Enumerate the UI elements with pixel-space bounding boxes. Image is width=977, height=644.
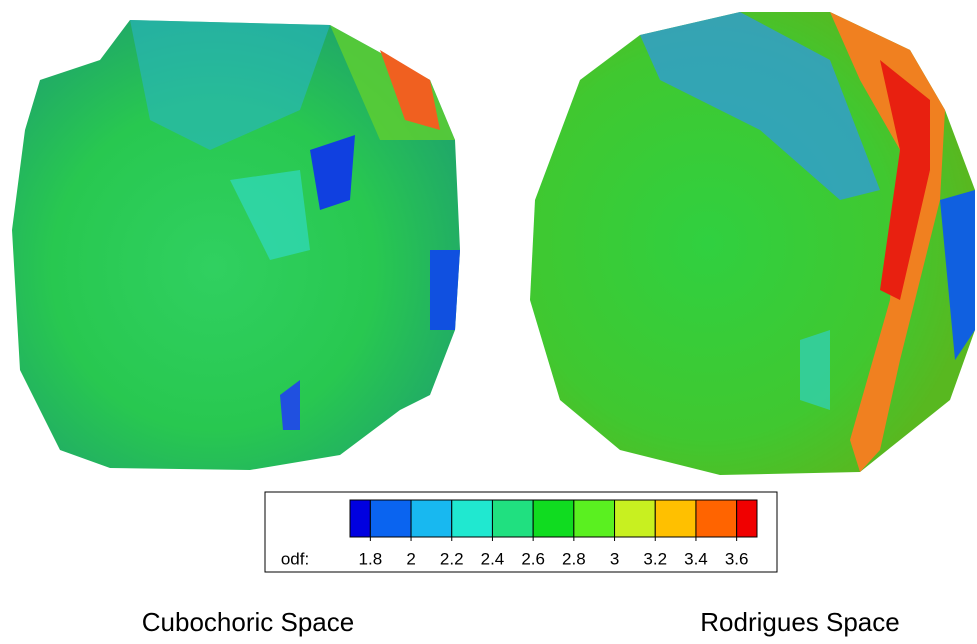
caption: Rodrigues Space — [700, 607, 899, 637]
color-swatch — [411, 500, 452, 537]
color-swatch — [492, 500, 533, 537]
rodrigues-render — [530, 12, 975, 475]
cubochoric-render — [12, 20, 460, 470]
color-swatch — [370, 500, 411, 537]
tick-label: 2.8 — [562, 549, 586, 568]
color-swatch — [615, 500, 656, 537]
color-swatch — [655, 500, 696, 537]
tick-label: 2.6 — [521, 549, 545, 568]
color-swatch — [574, 500, 615, 537]
tick-label: 3.4 — [684, 549, 708, 568]
color-swatch — [452, 500, 493, 537]
tick-label: 2 — [406, 549, 415, 568]
color-swatch — [533, 500, 574, 537]
colorbar-label: odf: — [281, 549, 309, 568]
tick-label: 3.2 — [643, 549, 667, 568]
figure: 1.8 2 2.2 2.4 2.6 2.8 3 3.2 3.4 3.6 odf: Cubochor… — [0, 0, 977, 644]
tick-label: 2.4 — [481, 549, 505, 568]
color-swatch — [696, 500, 737, 537]
color-swatch — [350, 500, 370, 537]
tick-label: 3 — [610, 549, 619, 568]
color-swatch — [737, 500, 757, 537]
caption: Cubochoric Space — [142, 607, 354, 637]
tick-label: 1.8 — [359, 549, 383, 568]
tick-label: 3.6 — [725, 549, 749, 568]
tick-label: 2.2 — [440, 549, 464, 568]
